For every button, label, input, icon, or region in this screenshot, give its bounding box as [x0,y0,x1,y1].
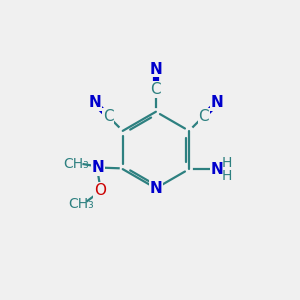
Text: O: O [94,183,106,198]
Text: H: H [221,169,232,183]
Text: C: C [103,109,113,124]
Text: N: N [211,162,224,177]
Text: N: N [91,160,104,175]
Text: C: C [198,109,209,124]
Text: H: H [221,156,232,170]
Text: N: N [149,61,162,76]
Text: C: C [151,82,161,97]
Text: CH₃: CH₃ [64,157,89,171]
Text: N: N [211,95,224,110]
Text: N: N [88,95,101,110]
Text: CH₃: CH₃ [68,197,94,211]
Text: N: N [149,181,162,196]
